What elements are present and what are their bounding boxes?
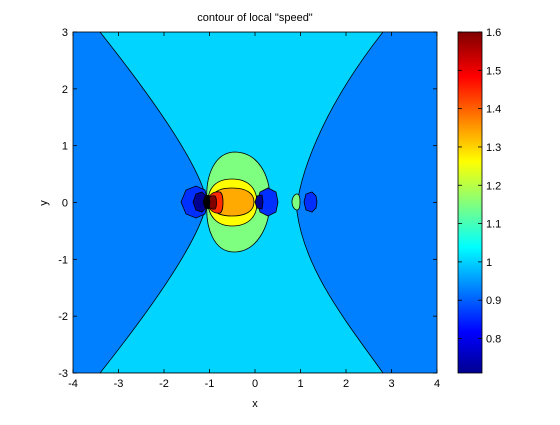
colorbar-tick-label: 1 <box>486 257 492 269</box>
x-tick-label: -1 <box>205 378 215 390</box>
colorbar-tick-label: 0.9 <box>486 295 501 307</box>
x-tick-label: 0 <box>252 378 258 390</box>
x-tick-label: -3 <box>114 378 124 390</box>
y-tick-label: 1 <box>62 141 68 153</box>
colorbar-tick-label: 1.2 <box>486 180 501 192</box>
y-tick-label: -1 <box>58 254 68 266</box>
x-tick-label: 2 <box>343 378 349 390</box>
y-tick-label: 2 <box>62 84 68 96</box>
colorbar-tick-label: 1.1 <box>486 219 501 231</box>
colorbar-tick-label: 1.4 <box>486 104 501 116</box>
contour-region-right-darkblue <box>254 194 264 210</box>
x-axis-ticks: -4 -3 -2 -1 0 1 2 3 4 <box>68 32 440 390</box>
contour-region-black-core <box>202 194 211 210</box>
colorbar <box>457 31 483 374</box>
y-axis-label: y <box>38 200 50 206</box>
y-tick-label: -3 <box>58 368 68 380</box>
x-tick-label: -2 <box>159 378 169 390</box>
chart-title: contour of local "speed" <box>197 12 313 24</box>
y-tick-label: 3 <box>62 27 68 39</box>
x-tick-label: -4 <box>68 378 78 390</box>
contour-region-small-green <box>291 193 301 211</box>
contour-region-darkred <box>207 195 217 210</box>
colorbar-tick-label: 1.6 <box>486 27 501 39</box>
colorbar-tick-label: 1.5 <box>486 65 501 77</box>
colorbar-tick-label: 0.8 <box>486 334 501 346</box>
colorbar-ticks: 1.6 1.5 1.4 1.3 1.2 1.1 1 0.9 0.8 <box>458 27 501 346</box>
y-axis-ticks: 3 2 1 0 -1 -2 -3 <box>58 27 437 380</box>
y-tick-label: -2 <box>58 311 68 323</box>
x-tick-label: 3 <box>388 378 394 390</box>
contour-plot-area <box>73 32 437 373</box>
contour-region-right-spot-blue <box>303 191 318 213</box>
colorbar-tick-label: 1.3 <box>486 142 501 154</box>
x-tick-label: 4 <box>434 378 440 390</box>
y-tick-label: 0 <box>62 198 68 210</box>
x-tick-label: 1 <box>297 378 303 390</box>
x-axis-label: x <box>252 398 258 410</box>
